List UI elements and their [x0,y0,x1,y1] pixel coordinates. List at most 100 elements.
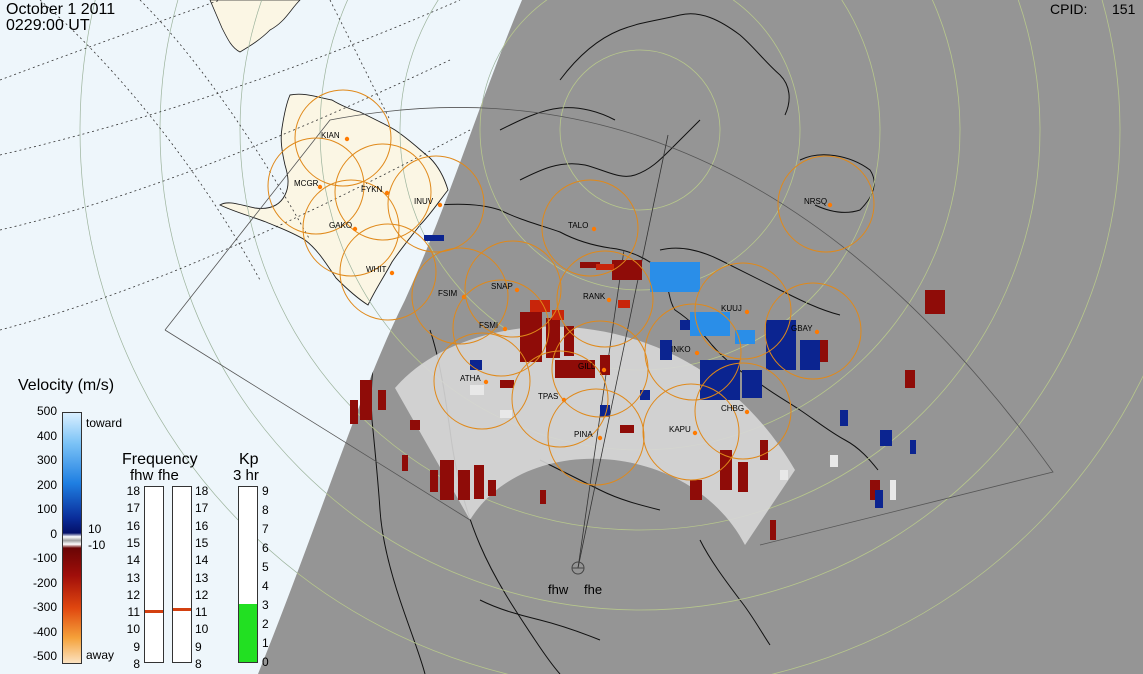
station-ring [764,282,862,380]
frequency-tick-label: 15 [126,535,140,550]
frequency-marker-a [145,609,163,613]
station-ring [464,240,562,338]
frequency-tick-label: 17 [126,501,140,516]
frequency-tick-label: 17 [195,501,209,516]
station-dot [389,270,395,276]
station-ring [387,155,485,253]
kp-tick-label: 9 [262,484,269,498]
station-dot [514,287,520,293]
station-label: GAKO [329,221,353,230]
station-label: ATHA [460,374,481,383]
frequency-tick-label: 12 [126,587,140,602]
frequency-tick-label: 9 [195,639,202,654]
station-ring [694,262,792,360]
station-label: KAPU [669,425,691,434]
frequency-bar-a [144,486,164,663]
cpid-value: 151 [1112,1,1136,17]
station-dot [601,367,607,373]
frequency-tick-label: 13 [126,570,140,585]
frequency-tick-label: 18 [126,484,140,498]
kp-fill [239,603,257,662]
station-ring [339,223,437,321]
station-dot [437,202,443,208]
velocity-toward-label: toward [86,416,123,430]
frequency-tick-label: 14 [126,553,140,568]
station-dot [814,329,820,335]
kp-tick-label: 0 [262,655,269,669]
station-dot [561,397,567,403]
velocity-scale-title: Velocity (m/s) [18,377,115,394]
frequency-tick-label: 8 [195,657,202,671]
station-label: GILL [578,362,596,371]
station-ring [433,332,531,430]
kp-tick-label: 6 [262,541,269,555]
station-dot [384,190,390,196]
kp-subtitle: 3 hr [233,467,259,484]
velocity-away-label: away [86,648,115,662]
frequency-marker-b [173,608,191,612]
velocity-tick-label: 100 [36,502,57,516]
frequency-radar-a: fhw [130,467,154,484]
frequency-tick-label: 9 [133,639,140,654]
velocity-tick-label: -400 [32,624,57,639]
station-label: KUUJ [721,304,742,313]
station-label: WHIT [366,265,387,274]
date-label: October 1 2011 [6,1,116,18]
station-ring [694,362,792,460]
frequency-bar-b [172,486,192,663]
radar-site-west-label: fhw [548,582,569,597]
velocity-cells-near-zero [470,385,896,500]
station-ring [777,155,875,253]
frequency-tick-label: 11 [195,605,208,620]
frequency-tick-label: 16 [195,518,209,533]
radar-site-marker [571,561,585,575]
time-label: 0229:00 UT [6,17,90,34]
station-ring [556,250,654,348]
station-ring [452,279,550,377]
station-ring [511,350,609,448]
frequency-tick-label: 14 [195,553,209,568]
velocity-tick-label: 300 [36,453,57,467]
station-label: CHBG [721,404,745,413]
velocity-colorbar [62,412,82,664]
siberia-land [209,0,301,53]
station-label: RANK [583,292,606,301]
kp-tick-label: 3 [262,598,269,612]
kp-tick-label: 4 [262,579,269,593]
frequency-tick-label: 18 [195,484,209,498]
chukotka-land [219,93,449,306]
station-dot [591,226,597,232]
kp-tick-label: 7 [262,522,269,536]
station-label: INKO [671,345,691,354]
station-ring [541,179,639,277]
frequency-tick-label: 10 [195,622,209,637]
station-label: PINA [574,430,593,439]
station-ring [294,89,392,187]
station-label: KIAN [321,131,340,140]
station-ring [547,388,645,486]
station-ring [334,143,432,241]
velocity-tick-label: 500 [36,404,57,418]
frequency-tick-label: 16 [126,518,140,533]
station-ring [302,179,400,277]
velocity-tick-label: -200 [32,575,57,590]
station-dot [502,326,508,332]
station-dot [344,136,350,142]
kp-tick-label: 8 [262,503,269,517]
frequency-tick-label: 11 [127,605,140,620]
kp-tick-label: 1 [262,636,269,650]
kp-tick-label: 2 [262,617,269,631]
station-dot [606,297,612,303]
velocity-tick-label: -300 [32,600,57,614]
frequency-radar-b: fhe [158,467,179,484]
station-label: SNAP [491,282,513,291]
cpid-label: CPID: [1050,1,1088,17]
station-label: MCGR [294,179,319,188]
station-label: TPAS [538,392,559,401]
kp-title: Kp [239,451,259,468]
station-ring [411,247,509,345]
station-dot [352,226,358,232]
velocity-tick-label: -100 [32,551,57,565]
station-label: INUV [414,197,434,206]
station-ring [551,320,649,418]
